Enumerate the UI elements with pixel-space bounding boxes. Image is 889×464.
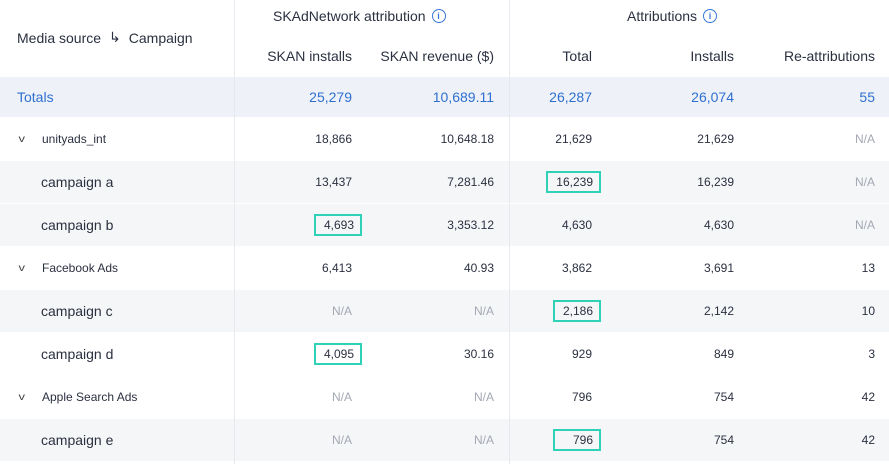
cell-installs: 4,630 xyxy=(703,218,734,232)
cell-total: 796 xyxy=(571,390,592,404)
highlight-box: 4,095 xyxy=(313,343,362,365)
table-row-campaign[interactable]: campaign b 4,693 3,353.12 4,630 4,630 N/… xyxy=(0,204,889,246)
cell-skan-revenue: 40.93 xyxy=(463,261,494,275)
column-divider xyxy=(234,0,235,464)
col-header-skan-revenue[interactable]: SKAN revenue ($) xyxy=(380,48,494,64)
group-label: Apple Search Ads xyxy=(42,390,138,404)
cell-skan-installs-highlighted: 4,095 xyxy=(313,333,362,375)
campaign-label: campaign a xyxy=(41,174,114,190)
group-label: unityads_int xyxy=(42,132,107,146)
col-header-installs[interactable]: Installs xyxy=(690,48,734,64)
cell-skan-revenue: N/A xyxy=(473,390,494,404)
table-row-campaign[interactable]: campaign c N/A N/A 2,186 2,142 10 xyxy=(0,290,889,332)
cell-re-attributions: 13 xyxy=(861,261,875,275)
cell-skan-installs: 18,866 xyxy=(315,132,352,146)
column-divider xyxy=(509,0,510,464)
col-header-re-attributions[interactable]: Re-attributions xyxy=(783,48,875,64)
cell-installs: 21,629 xyxy=(697,132,734,146)
cell-skan-revenue: 7,281.46 xyxy=(447,175,494,189)
totals-row: Totals 25,279 10,689.11 26,287 26,074 55 xyxy=(0,77,889,117)
cell-total: 21,629 xyxy=(555,132,592,146)
group-cell: v Apple Search Ads xyxy=(18,376,138,418)
cell-re-attributions: 10 xyxy=(861,304,875,318)
chevron-down-icon[interactable]: v xyxy=(18,133,26,145)
cell-skan-revenue: 30.16 xyxy=(463,347,494,361)
cell-skan-installs: N/A xyxy=(331,304,352,318)
cell-installs: 2,142 xyxy=(703,304,734,318)
cell-skan-installs: N/A xyxy=(331,390,352,404)
cell-skan-installs: N/A xyxy=(331,433,352,447)
cell-skan-installs-highlighted: 4,693 xyxy=(313,204,362,246)
arrow-down-right-icon: ↳ xyxy=(109,29,121,45)
skan-group-title: SKAdNetwork attribution xyxy=(273,8,426,24)
table-row-group[interactable]: v Apple Search Ads N/A N/A 796 754 42 xyxy=(0,376,889,418)
cell-total-highlighted: 796 xyxy=(552,419,601,461)
cell-total: 4,630 xyxy=(561,218,592,232)
cell-skan-revenue: N/A xyxy=(473,433,494,447)
attributions-group-header: Attributions i xyxy=(627,8,718,24)
highlight-box: 2,186 xyxy=(552,300,601,322)
group-cell: v unityads_int xyxy=(18,118,107,160)
cell-re-attributions: N/A xyxy=(854,218,875,232)
cell-re-attributions: 42 xyxy=(861,390,875,404)
cell-total-highlighted: 2,186 xyxy=(552,290,601,332)
cell-installs: 3,691 xyxy=(703,261,734,275)
chevron-down-icon[interactable]: v xyxy=(18,391,26,403)
cell-total: 3,862 xyxy=(561,261,592,275)
campaign-label: campaign e xyxy=(41,432,114,448)
info-icon[interactable]: i xyxy=(431,9,446,23)
cell-installs: 849 xyxy=(713,347,734,361)
cell-re-attributions: N/A xyxy=(854,175,875,189)
cell-skan-installs: 6,413 xyxy=(321,261,352,275)
table-row-group[interactable]: v unityads_int 18,866 10,648.18 21,629 2… xyxy=(0,118,889,160)
campaign-label: campaign b xyxy=(41,217,114,233)
media-source-label: Media source xyxy=(17,29,102,46)
table-row-campaign[interactable]: campaign e N/A N/A 796 754 42 xyxy=(0,419,889,461)
totals-skan-revenue: 10,689.11 xyxy=(432,89,494,105)
table-row-group[interactable]: v Facebook Ads 6,413 40.93 3,862 3,691 1… xyxy=(0,247,889,289)
cell-re-attributions: 3 xyxy=(868,347,875,361)
info-icon[interactable]: i xyxy=(703,9,718,23)
highlight-box: 4,693 xyxy=(313,214,362,236)
chevron-down-icon[interactable]: v xyxy=(18,262,26,274)
table-row-campaign[interactable]: campaign a 13,437 7,281.46 16,239 16,239… xyxy=(0,161,889,203)
cell-skan-revenue: N/A xyxy=(473,304,494,318)
totals-re-attributions: 55 xyxy=(859,89,875,105)
campaign-label: Campaign xyxy=(128,29,193,46)
media-source-campaign-header: Media source ↳ Campaign xyxy=(17,29,193,46)
cell-skan-installs: 13,437 xyxy=(315,175,352,189)
table-header: Media source ↳ Campaign SKAdNetwork attr… xyxy=(0,0,889,76)
totals-skan-installs: 25,279 xyxy=(309,89,352,105)
cell-installs: 754 xyxy=(713,433,734,447)
attributions-group-title: Attributions xyxy=(627,8,698,24)
cell-installs: 16,239 xyxy=(697,175,734,189)
campaign-label: campaign c xyxy=(41,303,113,319)
cell-re-attributions: 42 xyxy=(861,433,875,447)
cell-skan-revenue: 10,648.18 xyxy=(440,132,494,146)
cell-total: 929 xyxy=(571,347,592,361)
col-header-skan-installs[interactable]: SKAN installs xyxy=(267,48,352,64)
totals-installs: 26,074 xyxy=(691,89,734,105)
campaign-label: campaign d xyxy=(41,346,114,362)
cell-installs: 754 xyxy=(713,390,734,404)
highlight-box: 16,239 xyxy=(546,171,601,193)
cell-re-attributions: N/A xyxy=(854,132,875,146)
totals-label: Totals xyxy=(17,89,54,105)
group-cell: v Facebook Ads xyxy=(18,247,119,289)
col-header-total[interactable]: Total xyxy=(562,48,592,64)
group-label: Facebook Ads xyxy=(42,261,119,275)
totals-total: 26,287 xyxy=(549,89,592,105)
cell-skan-revenue: 3,353.12 xyxy=(447,218,494,232)
skan-group-header: SKAdNetwork attribution i xyxy=(273,8,446,24)
cell-total-highlighted: 16,239 xyxy=(546,161,601,203)
table-row-campaign[interactable]: campaign d 4,095 30.16 929 849 3 xyxy=(0,333,889,375)
highlight-box: 796 xyxy=(552,429,601,451)
